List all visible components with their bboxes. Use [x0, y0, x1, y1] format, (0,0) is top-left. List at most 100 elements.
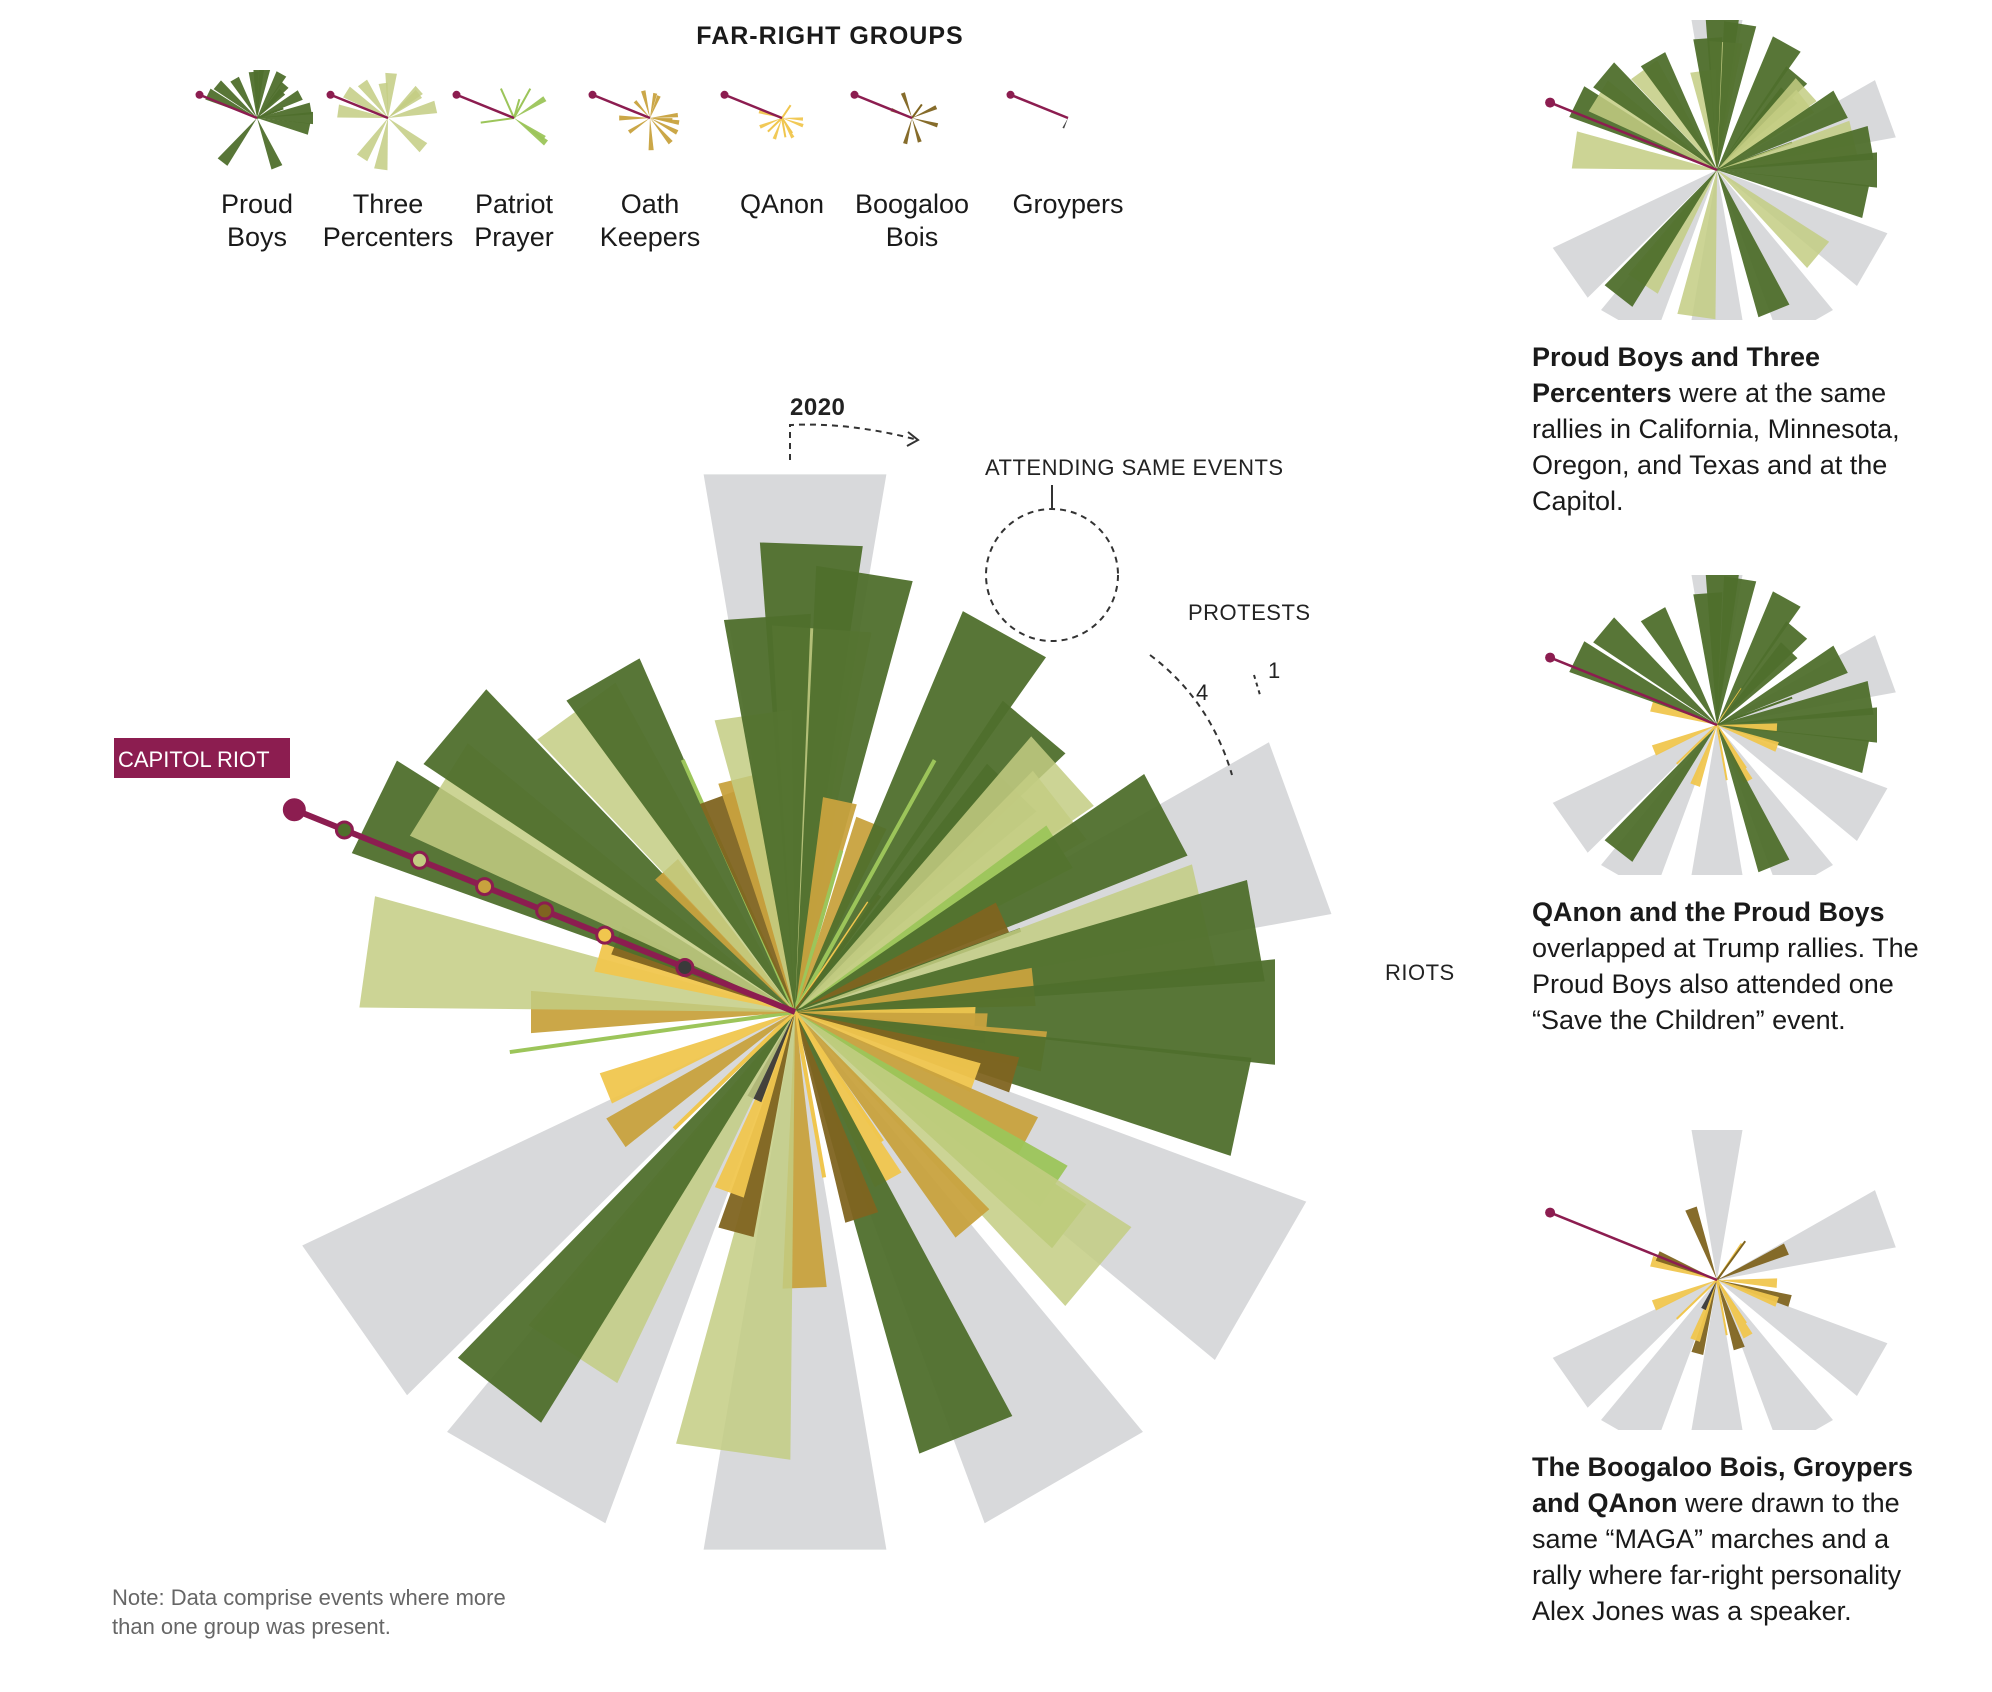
- spoke-line-proud-boys: [256, 107, 284, 119]
- spoke-proud-boys: [795, 1012, 1013, 1454]
- spoke-line-qanon: [1676, 724, 1718, 765]
- spoke-proud-boys: [795, 959, 1275, 1065]
- spoke-qanon: [599, 1012, 795, 1104]
- spoke-proud-boys: [1593, 617, 1717, 725]
- spoke-line-patriot-prayer: [480, 117, 515, 124]
- chart-annotations: 2020 ATTENDING SAME EVENTS PROTESTS 4 1 …: [114, 394, 1455, 985]
- spoke-proud-boys: [257, 118, 283, 170]
- capitol-riot-dot: [675, 957, 695, 977]
- riot-wedge: [1601, 1280, 1717, 1451]
- event-spokes: [302, 474, 1332, 1550]
- scale-4-label: 4: [1196, 680, 1209, 705]
- spoke-three-percenters: [1631, 60, 1717, 170]
- spoke-proud-boys: [1717, 21, 1757, 170]
- spoke-proud-boys: [1717, 591, 1801, 725]
- spoke-three-percenters: [795, 1012, 1132, 1306]
- spoke-oath-keepers: [650, 95, 661, 118]
- spoke-qanon: [1717, 1278, 1778, 1288]
- panel-qanon-proud: QAnon and the Proud Boys overlapped at T…: [1532, 545, 1932, 1038]
- spoke-qanon: [1717, 725, 1779, 752]
- spoke-oath-keepers: [650, 112, 679, 118]
- spoke-proud-boys: [213, 80, 257, 118]
- riot-wedge: [1717, 725, 1888, 841]
- riot-wedge: [1686, 1280, 1748, 1460]
- spoke-proud-boys: [1640, 52, 1717, 170]
- legend-capitol-line: [456, 93, 515, 120]
- legend-capitol-dot: [850, 90, 859, 99]
- spoke-three-percenters: [1571, 131, 1717, 170]
- spoke-line-boogaloo-bois: [911, 103, 923, 119]
- spoke-proud-boys: [1717, 725, 1790, 873]
- legend-label: Three Percenters: [322, 189, 454, 252]
- legend-capitol-line: [592, 93, 651, 120]
- spoke-proud-boys: [1717, 170, 1870, 218]
- spoke-qanon: [795, 1012, 981, 1093]
- spoke-qanon: [782, 118, 804, 128]
- qanon-icon: [720, 90, 804, 140]
- spoke-qanon: [795, 1012, 902, 1188]
- spoke-line-boogaloo-bois: [1716, 1240, 1747, 1281]
- spoke-proud-boys: [566, 658, 795, 1012]
- legend-item-boogaloo-bois: Boogaloo Bois: [822, 70, 1002, 254]
- spoke-boogaloo-bois: [1685, 1206, 1717, 1280]
- spoke-line-qanon: [767, 117, 783, 133]
- spoke-oath-keepers: [650, 118, 680, 125]
- legend-item-groypers: Groypers: [978, 70, 1158, 221]
- spoke-oath-keepers: [641, 90, 650, 118]
- mini-capitol-line: [1549, 656, 1718, 727]
- mini-chart-qanon-proud: [1545, 545, 1896, 905]
- spoke-boogaloo-bois: [795, 902, 1011, 1012]
- boogaloo-bois-icon: [850, 90, 939, 145]
- spoke-line-qanon: [1716, 1279, 1728, 1336]
- panel-boogaloo-groypers-qanon: The Boogaloo Bois, Groypers and QAnon we…: [1532, 1100, 1932, 1629]
- legend-label: Proud Boys: [220, 189, 294, 252]
- year-arrow: [789, 423, 919, 460]
- spoke-proud-boys: [1717, 576, 1757, 725]
- spoke-groypers: [1701, 1280, 1717, 1311]
- spoke-line-qanon: [1676, 1279, 1718, 1320]
- spoke-proud-boys: [230, 76, 257, 118]
- spoke-three-percenters: [385, 72, 397, 118]
- mini-chart-boogaloo-groypers-qanon: [1545, 1100, 1896, 1460]
- legend-label: Groypers: [1012, 189, 1124, 219]
- spoke-boogaloo-bois: [903, 118, 912, 145]
- panel-text: Proud Boys and Three Percenters were at …: [1532, 342, 1900, 516]
- spoke-proud-boys: [1717, 645, 1848, 725]
- patriot-prayer-icon: [452, 88, 548, 146]
- spoke-qanon: [1651, 1280, 1717, 1311]
- spoke-qanon: [1717, 725, 1753, 784]
- legend-capitol-dot: [195, 90, 204, 99]
- spoke-boogaloo-bois: [912, 118, 939, 128]
- spoke-proud-boys: [723, 613, 811, 1012]
- spoke-qanon: [759, 118, 782, 129]
- capitol-riot-line: [282, 798, 797, 1015]
- spoke-patriot-prayer: [514, 96, 547, 118]
- mini-capitol-dot: [1545, 652, 1556, 663]
- spoke-line-patriot-prayer: [509, 1010, 796, 1055]
- legend-capitol-line: [330, 93, 389, 120]
- capitol-riot-dot: [334, 820, 354, 840]
- spoke-line-patriot-prayer: [793, 759, 937, 1013]
- mini-chart-proud-three: [1545, 0, 1896, 350]
- groypers-icon: [1006, 90, 1069, 129]
- spoke-oath-keepers: [718, 774, 795, 1012]
- capitol-riot-dot: [409, 850, 429, 870]
- spoke-qanon: [1651, 725, 1717, 756]
- spoke-oath-keepers: [795, 1012, 990, 1238]
- spoke-three-percenters: [378, 82, 388, 118]
- spoke-oath-keepers: [633, 100, 650, 118]
- spoke-proud-boys: [205, 88, 257, 118]
- spoke-proud-boys: [1693, 37, 1723, 170]
- spoke-proud-boys: [217, 118, 257, 166]
- spoke-three-percenters: [795, 770, 1087, 1012]
- spoke-three-percenters: [537, 682, 795, 1012]
- spoke-boogaloo-bois: [1717, 1243, 1789, 1280]
- scale-1-label: 1: [1268, 658, 1281, 683]
- riots-label: RIOTS: [1385, 960, 1455, 985]
- spoke-oath-keepers: [619, 115, 650, 121]
- panel-text: The Boogaloo Bois, Groypers and QAnon we…: [1532, 1452, 1914, 1626]
- spoke-groypers: [1062, 118, 1068, 129]
- spoke-line-qanon: [1716, 724, 1747, 769]
- mini-capitol-line: [1549, 1211, 1718, 1282]
- legend-capitol-dot: [452, 90, 461, 99]
